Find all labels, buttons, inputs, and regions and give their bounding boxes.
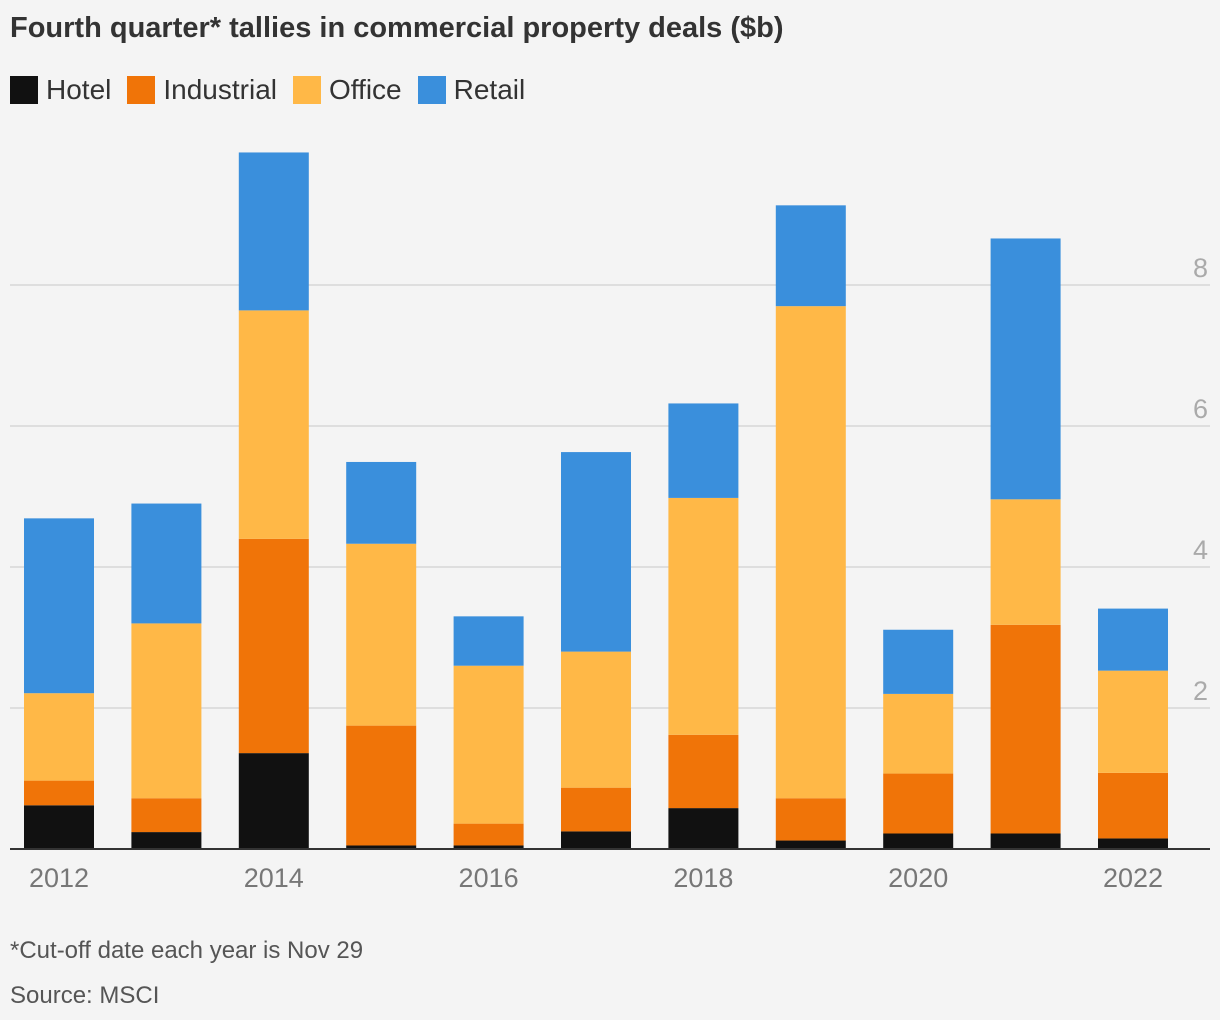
x-tick-label-2012: 2012: [29, 863, 89, 893]
x-tick-label-2022: 2022: [1103, 863, 1163, 893]
legend-swatch-industrial: [127, 76, 156, 104]
y-tick-label-4: 4: [1193, 535, 1208, 565]
legend-label-industrial: Industrial: [163, 74, 277, 105]
bar-hotel-2016: [453, 845, 524, 849]
bar-hotel-2014: [238, 753, 309, 849]
bar-office-2018: [668, 497, 739, 735]
bar-hotel-2012: [24, 805, 94, 849]
bar-office-2013: [131, 623, 202, 799]
legend-item-industrial: Industrial: [127, 74, 277, 106]
legend-swatch-retail: [417, 76, 446, 104]
bar-industrial-2020: [883, 773, 954, 834]
bar-industrial-2018: [668, 734, 739, 809]
bar-industrial-2022: [1098, 772, 1168, 839]
bar-retail-2020: [883, 629, 954, 694]
legend-item-office: Office: [293, 74, 402, 106]
bar-hotel-2019: [775, 840, 846, 849]
legend-item-hotel: Hotel: [10, 74, 111, 106]
bar-hotel-2017: [561, 831, 631, 849]
chart-title: Fourth quarter* tallies in commercial pr…: [10, 12, 784, 44]
bar-hotel-2018: [668, 808, 739, 849]
bar-office-2017: [561, 651, 631, 788]
bar-industrial-2021: [990, 624, 1061, 834]
bar-retail-2022: [1098, 608, 1168, 671]
bar-hotel-2021: [990, 833, 1061, 849]
legend-label-office: Office: [329, 74, 402, 105]
x-tick-label-2018: 2018: [673, 863, 733, 893]
x-tick-label-2016: 2016: [459, 863, 519, 893]
bar-retail-2014: [238, 152, 309, 311]
x-tick-label-2020: 2020: [888, 863, 948, 893]
legend-label-hotel: Hotel: [46, 74, 112, 105]
legend-item-retail: Retail: [417, 74, 526, 106]
bar-office-2014: [238, 310, 309, 539]
bar-retail-2012: [24, 518, 94, 694]
bar-hotel-2013: [131, 832, 202, 849]
bar-industrial-2019: [775, 798, 846, 841]
source-note: Source: MSCI: [10, 982, 160, 1009]
legend-label-retail: Retail: [453, 74, 526, 105]
bar-hotel-2015: [346, 845, 417, 849]
bar-office-2020: [883, 693, 954, 774]
bar-office-2019: [775, 306, 846, 799]
bar-retail-2015: [346, 461, 417, 544]
bar-retail-2013: [131, 503, 202, 624]
bar-retail-2019: [775, 205, 846, 307]
bar-retail-2016: [453, 616, 524, 666]
bar-retail-2018: [668, 403, 739, 498]
bar-retail-2021: [990, 238, 1061, 500]
y-tick-label-6: 6: [1193, 394, 1208, 424]
bar-retail-2017: [561, 452, 631, 652]
bar-office-2015: [346, 543, 417, 726]
y-tick-label-2: 2: [1193, 676, 1208, 706]
bar-industrial-2014: [238, 538, 309, 754]
bar-hotel-2020: [883, 833, 954, 849]
y-tick-label-8: 8: [1193, 253, 1208, 283]
x-tick-label-2014: 2014: [244, 863, 304, 893]
bar-office-2016: [453, 665, 524, 824]
legend-swatch-office: [293, 76, 321, 104]
bar-office-2012: [24, 693, 94, 781]
bar-industrial-2012: [24, 780, 94, 806]
legend-swatch-hotel: [10, 76, 38, 104]
footnote: *Cut-off date each year is Nov 29: [10, 937, 364, 964]
legend: Hotel Industrial Office Retail: [10, 74, 541, 106]
bar-industrial-2013: [131, 798, 202, 833]
stacked-bar-chart: 2 4 6 8 2012 2014 2016 2018 2020 2022: [10, 152, 1210, 893]
bar-hotel-2022: [1098, 838, 1168, 849]
bar-industrial-2017: [561, 787, 631, 832]
bar-industrial-2016: [453, 823, 524, 846]
bar-industrial-2015: [346, 725, 417, 846]
bar-office-2021: [990, 499, 1061, 625]
bar-office-2022: [1098, 670, 1168, 773]
